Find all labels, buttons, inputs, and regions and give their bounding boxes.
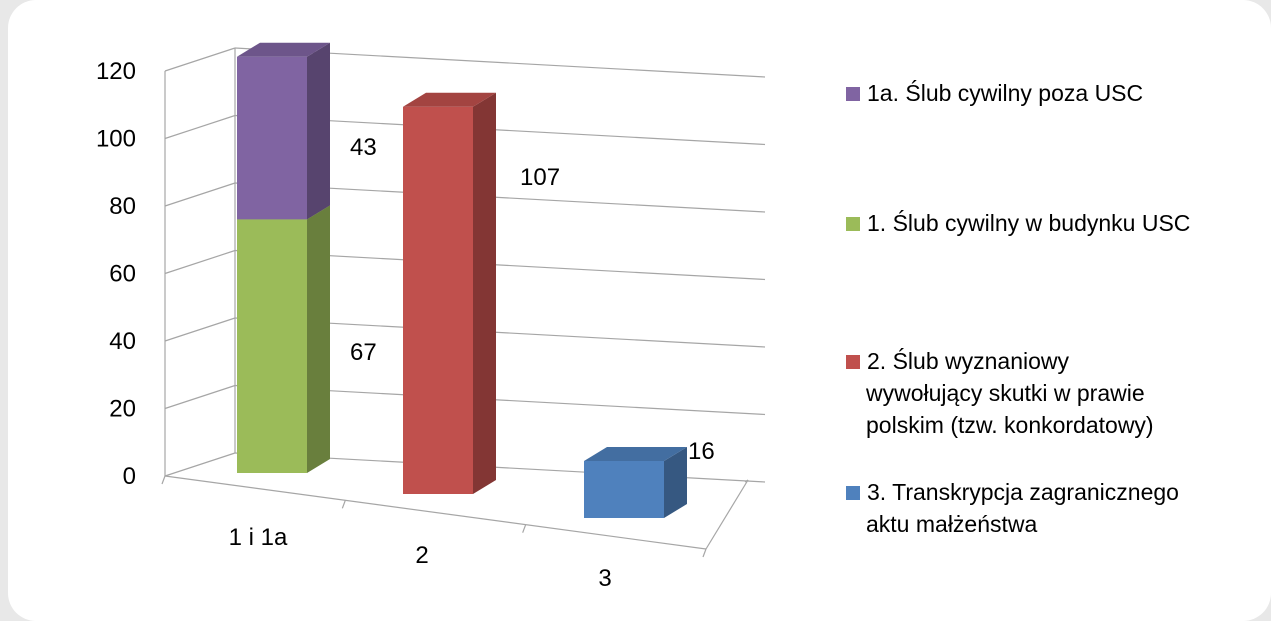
bars	[237, 42, 687, 518]
x-tick-label: 3	[598, 565, 611, 592]
data-labels: 67 43 107 16	[350, 134, 715, 465]
x-tick-mark	[522, 524, 527, 533]
side-gridline	[164, 47, 236, 72]
data-label: 16	[688, 438, 715, 465]
bar-top-face	[237, 42, 330, 57]
x-tick-mark	[161, 475, 166, 485]
y-tick-label: 80	[109, 193, 136, 220]
legend-label: 3. Transkrypcja zagranicznego	[867, 479, 1179, 505]
side-gridline	[164, 249, 236, 275]
x-tick-label: 2	[415, 542, 428, 569]
bar-front-face	[237, 56, 307, 220]
legend-swatch	[846, 87, 860, 101]
bar-top-face	[403, 92, 496, 107]
y-tick-label: 40	[109, 328, 136, 355]
legend-swatch	[846, 486, 860, 500]
legend-label: 1a. Ślub cywilny poza USC	[867, 79, 1143, 106]
data-label: 43	[350, 134, 377, 161]
legend-label: aktu małżeństwa	[866, 511, 1038, 537]
bar-segment	[584, 447, 687, 518]
side-gridline	[164, 114, 236, 140]
x-tick-label: 1 i 1a	[229, 524, 288, 551]
bar-side-face	[307, 42, 330, 220]
legend-item: 2. Ślub wyznaniowy wywołujący skutki w pr…	[846, 347, 1154, 438]
legend-label: wywołujący skutki w prawie	[865, 380, 1145, 406]
bar-top-face	[584, 447, 687, 461]
floor-back-edge	[744, 479, 749, 483]
legend-label: polskim (tzw. konkordatowy)	[866, 412, 1154, 438]
bar-side-face	[664, 447, 687, 518]
bar-segment	[403, 92, 496, 494]
y-tick-label: 60	[109, 261, 136, 288]
x-tick-mark	[341, 500, 346, 509]
bar-front-face	[403, 106, 473, 494]
legend-item: 1. Ślub cywilny w budynku USC	[846, 209, 1190, 236]
y-ticks: 0 20 40 60 80 100 120	[96, 58, 136, 490]
legend-item: 1a. Ślub cywilny poza USC	[846, 79, 1143, 106]
bar-front-face	[237, 219, 307, 473]
floor	[164, 48, 749, 550]
legend-swatch	[846, 355, 860, 369]
side-gridline	[164, 182, 236, 207]
floor-right-edge	[705, 479, 749, 550]
bar-front-face	[584, 461, 664, 518]
bar-segment	[237, 205, 330, 473]
x-ticks: 1 i 1a 2 3	[161, 475, 707, 592]
bar-side-face	[307, 205, 330, 473]
side-gridline	[164, 384, 236, 410]
bar-side-face	[473, 92, 496, 494]
y-tick-label: 20	[109, 396, 136, 423]
y-tick-label: 0	[123, 463, 136, 490]
bar-segment	[237, 42, 330, 220]
legend-label: 2. Ślub wyznaniowy	[867, 347, 1069, 374]
side-gridline	[164, 452, 236, 477]
floor-front-edge	[164, 475, 707, 550]
legend-swatch	[846, 217, 860, 231]
data-label: 107	[520, 164, 560, 191]
y-tick-label: 120	[96, 58, 136, 85]
legend-item: 3. Transkrypcja zagranicznego aktu małżeń…	[846, 479, 1179, 537]
side-gridline	[164, 317, 236, 342]
y-tick-label: 100	[96, 126, 136, 153]
x-tick-mark	[702, 548, 707, 558]
legend: 1a. Ślub cywilny poza USC 1. Ślub cywilny…	[846, 79, 1190, 537]
data-label: 67	[350, 339, 377, 366]
legend-label: 1. Ślub cywilny w budynku USC	[867, 209, 1190, 236]
